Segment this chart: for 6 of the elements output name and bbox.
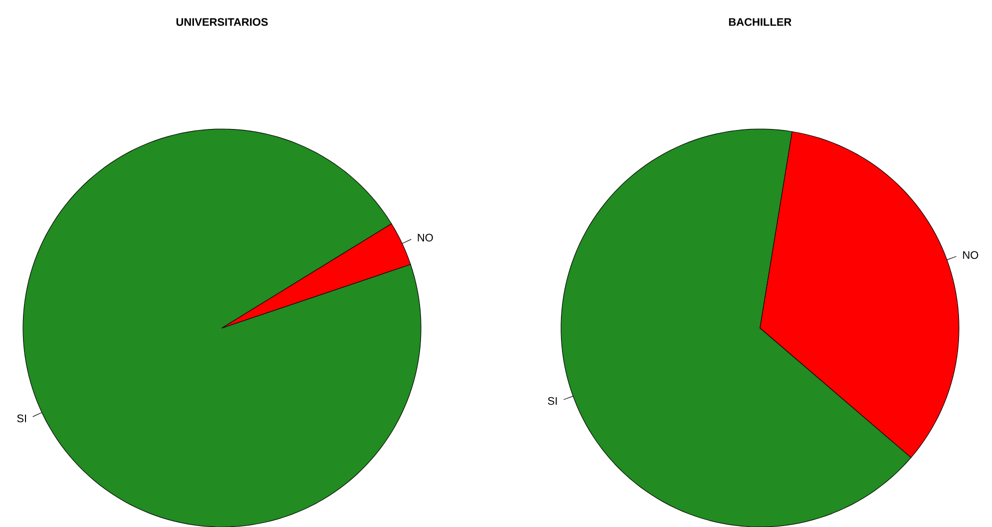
slice-label: NO (418, 234, 433, 242)
slice-label: NO (963, 251, 978, 259)
chart-title: BACHILLER (729, 18, 792, 26)
slice-label: SI (17, 414, 26, 422)
slice-label: SI (548, 396, 557, 405)
chart-title: UNIVERSITARIOS (176, 18, 268, 26)
